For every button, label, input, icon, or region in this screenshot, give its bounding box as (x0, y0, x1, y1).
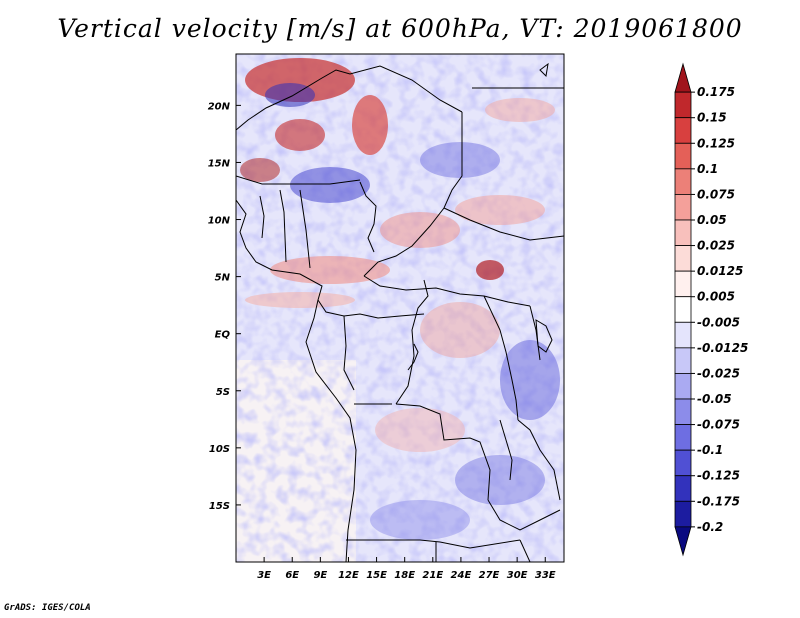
colorbar-bin (674, 526, 692, 557)
lon-tick-label: 33E (535, 570, 556, 581)
colorbar-bin (674, 91, 692, 119)
lon-tick-label: 27E (479, 570, 500, 581)
colorbar-bin (674, 373, 692, 400)
colorbar: 0.175 0.15 0.125 0.1 0.075 0.05 0.025 0.0125 0.0… (674, 62, 748, 557)
colorbar-bin (674, 347, 692, 374)
coastlines-and-borders (236, 62, 564, 562)
colorbar-label: 0.025 (697, 239, 735, 253)
colorbar-bin (674, 449, 692, 477)
lat-tick-label: 5S (216, 387, 230, 398)
lat-tick-label: EQ (215, 330, 231, 341)
colorbar-label: 0.0125 (697, 264, 743, 278)
colorbar-bin (674, 475, 692, 502)
lat-tick-label: 15S (209, 501, 230, 512)
colorbar-label: -0.2 (697, 520, 723, 534)
colorbar-bin (674, 245, 692, 272)
colorbar-bin (674, 321, 692, 349)
colorbar-label: -0.005 (697, 315, 740, 329)
colorbar-label: -0.05 (697, 392, 732, 406)
colorbar-bin (674, 142, 692, 170)
longitude-axis: 3E 6E 9E 12E 15E 18E 21E 24E 27E 30E 33E (257, 557, 556, 581)
lat-tick-label: 10S (209, 444, 230, 455)
lat-tick-label: 10N (208, 216, 231, 227)
colorbar-bin (674, 62, 692, 93)
colorbar-label: 0.175 (697, 85, 735, 99)
colorbar-label: 0.005 (697, 290, 735, 304)
lon-tick-label: 24E (451, 570, 472, 581)
lon-tick-label: 3E (257, 570, 271, 581)
colorbar-label: -0.175 (697, 494, 740, 508)
grads-credit: GrADS: IGES/COLA (4, 603, 91, 613)
colorbar-label: -0.0125 (697, 341, 748, 355)
colorbar-bin (674, 296, 692, 323)
colorbar-label: 0.125 (697, 136, 735, 150)
lon-tick-label: 12E (338, 570, 359, 581)
latitude-axis: 20N 15N 10N 5N EQ 5S 10S 15S (208, 101, 241, 512)
colorbar-label: -0.025 (697, 366, 740, 380)
colorbar-bin (674, 500, 692, 528)
lon-tick-label: 18E (394, 570, 415, 581)
colorbar-label: -0.1 (697, 443, 723, 457)
colorbar-label: 0.05 (697, 213, 727, 227)
lat-tick-label: 5N (215, 273, 231, 284)
lon-tick-label: 9E (313, 570, 327, 581)
lat-tick-label: 15N (208, 158, 231, 169)
colorbar-label: -0.075 (697, 418, 740, 432)
velocity-field (236, 54, 564, 562)
colorbar-label: 0.15 (697, 111, 727, 125)
colorbar-bin (674, 117, 692, 144)
lon-tick-label: 15E (366, 570, 387, 581)
lon-tick-label: 21E (422, 570, 443, 581)
map-frame (235, 53, 565, 563)
lat-tick-label: 20N (208, 101, 231, 112)
lon-tick-label: 30E (507, 570, 528, 581)
colorbar-label: -0.125 (697, 469, 740, 483)
colorbar-bin (674, 270, 692, 298)
colorbar-bin (674, 398, 692, 425)
colorbar-bin (674, 424, 692, 451)
colorbar-bin (674, 168, 692, 195)
map-title: Vertical velocity [m/s] at 600hPa, VT: 2… (57, 14, 743, 43)
colorbar-label: 0.1 (697, 162, 718, 176)
colorbar-bin (674, 194, 692, 221)
lon-tick-label: 6E (285, 570, 299, 581)
colorbar-label: 0.075 (697, 187, 735, 201)
colorbar-bin (674, 219, 692, 246)
